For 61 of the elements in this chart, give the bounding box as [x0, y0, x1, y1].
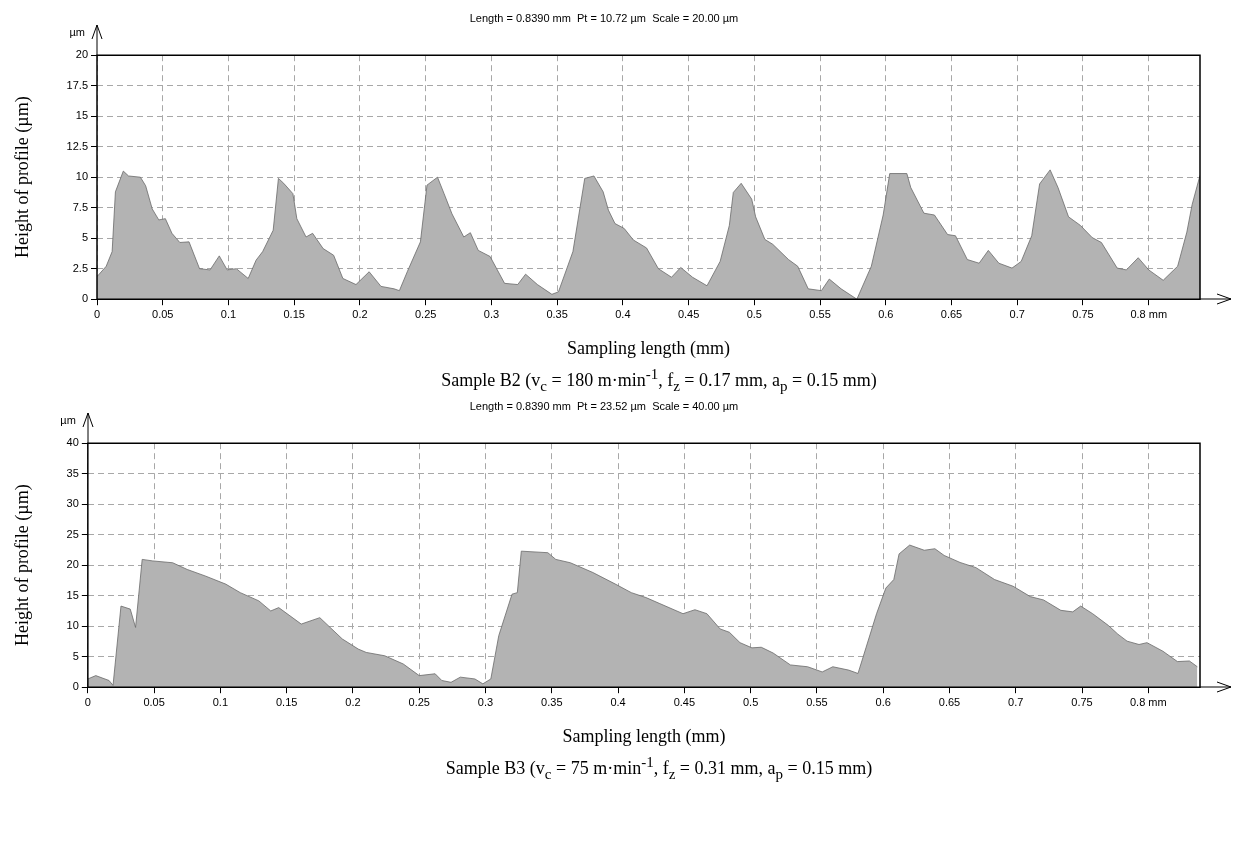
x-tick-label: 0.3 — [477, 695, 494, 708]
y-tick-label: 0 — [81, 292, 89, 305]
x-tick-label: 0.65 — [940, 307, 963, 320]
x-tick-label: 0.7 — [1009, 307, 1025, 320]
x-tick-label: 0.5 — [746, 307, 762, 320]
x-tick-label: 0.5 — [742, 695, 759, 708]
x-tick-label: 0.75 — [1071, 695, 1093, 708]
x-tick-label: 0.8 mm — [1130, 307, 1168, 320]
y-tick-label: 10 — [75, 170, 89, 183]
y-tick-label: 7.5 — [72, 200, 89, 213]
chart-subtitle: Length = 0.8390 mm Pt = 23.52 µm Scale = 40.00 µm — [469, 399, 739, 412]
y-tick-label: 20 — [75, 48, 89, 61]
x-tick-label: 0.75 — [1072, 307, 1094, 320]
x-tick-label: 0.65 — [938, 695, 961, 708]
x-tick-label: 0.45 — [673, 695, 696, 708]
y-tick-label: 17.5 — [66, 78, 89, 91]
y-tick-label: 12.5 — [66, 139, 89, 152]
chart-subtitle: Length = 0.8390 mm Pt = 10.72 µm Scale = 20.00 µm — [469, 11, 739, 24]
x-tick-label: 0.8 mm — [1129, 695, 1167, 708]
x-tick-label: 0.7 — [1008, 695, 1024, 708]
x-tick-label: 0.45 — [677, 307, 700, 320]
y-tick-label: 2.5 — [72, 261, 89, 274]
text: Sample B2 (v$_{c}$ = 180 m·min$^{-1}$, f$_{z}$ = 0.17 mm, a$_{p}$ = 0.15 mm) — [441, 366, 877, 394]
x-tick-label: 0.05 — [143, 695, 165, 708]
x-tick-label: 0.15 — [283, 307, 305, 320]
x-tick-label: 0.35 — [541, 695, 563, 708]
x-tick-label: 0.6 — [878, 307, 894, 320]
x-tick-label: 0.15 — [275, 695, 298, 708]
x-tick-label: 0.4 — [615, 307, 631, 320]
y-tick-label: 5 — [72, 649, 79, 662]
x-tick-label: 0.1 — [212, 695, 229, 708]
x-tick-label: 0.2 — [352, 307, 368, 320]
y-tick-label: 15 — [66, 588, 79, 601]
y-tick-label: 25 — [66, 527, 79, 540]
text: Sample B3 (v$_{c}$ = 75 m·min$^{-1}$, f$_{z}$ = 0.31 mm, a$_{p}$ = 0.15 mm) — [445, 753, 873, 782]
y-tick-label: 40 — [66, 435, 79, 448]
x-tick-label: 0.35 — [546, 307, 568, 320]
y-axis-title: Height of profile (µm) — [11, 96, 33, 259]
x-tick-label: 0.05 — [152, 307, 174, 320]
x-tick-label: 0 — [93, 307, 101, 320]
x-tick-label: 0.3 — [483, 307, 500, 320]
y-axis-title: Height of profile (µm) — [11, 483, 33, 646]
x-tick-label: 0.25 — [408, 695, 430, 708]
x-tick-label: 0.2 — [345, 695, 361, 708]
x-tick-label: 0.55 — [806, 695, 828, 708]
y-tick-label: 20 — [66, 557, 79, 570]
y-tick-label: 0 — [72, 679, 79, 692]
text: µm — [60, 413, 76, 426]
x-tick-label: 0.55 — [809, 307, 831, 320]
y-tick-label: 35 — [66, 466, 79, 479]
y-tick-label: 15 — [75, 109, 89, 122]
y-tick-label: 30 — [66, 496, 79, 509]
x-tick-label: 0.6 — [875, 695, 891, 708]
x-tick-label: 0.25 — [414, 307, 437, 320]
y-tick-label: 10 — [66, 618, 79, 631]
x-axis-title: Sampling length (mm) — [567, 337, 730, 359]
x-tick-label: 0.4 — [610, 695, 626, 708]
x-tick-label: 0.1 — [220, 307, 237, 320]
text: µm — [69, 26, 86, 39]
x-axis-title: Sampling length (mm) — [562, 725, 726, 747]
y-tick-label: 5 — [81, 231, 89, 244]
